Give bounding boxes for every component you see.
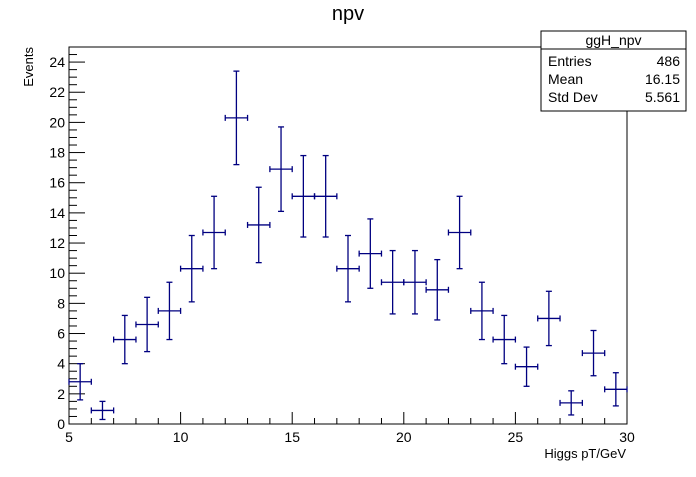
- y-tick-label: 14: [49, 205, 65, 221]
- y-tick-label: 12: [49, 235, 65, 251]
- y-tick-label: 22: [49, 84, 65, 100]
- stats-box: ggH_npv Entries 486 Mean 16.15 Std Dev 5…: [540, 30, 687, 112]
- data-point: [291, 154, 316, 238]
- data-point: [403, 249, 427, 315]
- stats-box-frame: [540, 30, 687, 112]
- y-tick-label: 6: [57, 326, 65, 342]
- stats-mean-label: Mean: [548, 71, 583, 87]
- data-point: [581, 329, 606, 377]
- x-tick-label: 10: [173, 429, 189, 445]
- data-point: [157, 281, 182, 341]
- y-tick-label: 10: [49, 265, 65, 281]
- y-tick-label: 16: [49, 175, 65, 191]
- x-tick-label: 5: [65, 429, 73, 445]
- y-tick-label: 24: [49, 54, 65, 70]
- stats-entries-label: Entries: [548, 53, 592, 69]
- y-axis-label: Events: [21, 47, 36, 87]
- x-tick-label: 30: [619, 429, 635, 445]
- y-tick-label: 4: [57, 356, 65, 372]
- data-point: [537, 290, 561, 347]
- y-tick-label: 8: [57, 295, 65, 311]
- x-axis-label: Higgs pT/GeV: [544, 446, 626, 461]
- data-point: [313, 154, 338, 238]
- stats-mean-value: 16.15: [645, 71, 680, 87]
- stats-box-title: ggH_npv: [585, 32, 641, 48]
- data-points: [68, 70, 628, 421]
- y-tick-label: 20: [49, 114, 65, 130]
- stats-stddev-value: 5.561: [645, 89, 680, 105]
- data-point: [90, 400, 115, 421]
- data-point: [269, 126, 293, 213]
- x-tick-label: 25: [508, 429, 524, 445]
- x-axis: 5 10 15 20 25 30: [65, 412, 635, 445]
- data-point: [224, 70, 249, 166]
- x-tick-label: 15: [284, 429, 300, 445]
- data-point: [202, 195, 226, 270]
- data-point: [604, 372, 628, 407]
- x-tick-label: 20: [396, 429, 412, 445]
- stats-stddev-label: Std Dev: [548, 89, 598, 105]
- data-point: [492, 314, 517, 365]
- data-point: [336, 234, 360, 303]
- data-point: [246, 186, 271, 264]
- data-point: [470, 281, 494, 341]
- y-tick-label: 2: [57, 386, 65, 402]
- data-point: [425, 258, 450, 321]
- data-point: [514, 346, 539, 387]
- stats-entries-value: 486: [657, 53, 681, 69]
- data-point: [358, 218, 383, 289]
- data-point: [135, 296, 159, 353]
- chart-title: npv: [332, 3, 364, 25]
- data-point: [112, 314, 137, 365]
- y-tick-label: 0: [57, 416, 65, 432]
- data-point: [68, 363, 92, 401]
- data-point: [447, 195, 472, 270]
- y-tick-label: 18: [49, 145, 65, 161]
- data-point: [559, 390, 584, 416]
- data-point: [380, 249, 405, 315]
- data-point: [179, 234, 204, 303]
